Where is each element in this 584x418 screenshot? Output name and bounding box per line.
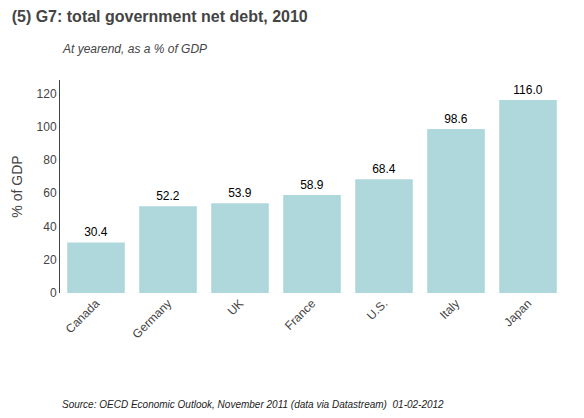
svg-text:52.2: 52.2 (156, 189, 180, 203)
svg-text:53.9: 53.9 (228, 186, 252, 200)
svg-text:40: 40 (43, 220, 57, 234)
svg-text:France: France (282, 296, 319, 333)
svg-text:100: 100 (37, 120, 57, 134)
svg-text:60: 60 (43, 186, 57, 200)
svg-text:Canada: Canada (63, 296, 103, 336)
svg-text:0: 0 (50, 286, 57, 300)
svg-text:Japan: Japan (501, 296, 534, 329)
svg-text:116.0: 116.0 (513, 83, 542, 97)
svg-text:Source: OECD Economic Outlook,: Source: OECD Economic Outlook, November … (62, 399, 444, 410)
svg-text:68.4: 68.4 (372, 162, 396, 176)
svg-text:120: 120 (37, 87, 57, 101)
svg-text:20: 20 (43, 253, 57, 267)
svg-text:98.6: 98.6 (444, 112, 468, 126)
svg-text:30.4: 30.4 (84, 225, 108, 239)
svg-text:UK: UK (225, 296, 247, 318)
svg-text:(5) G7: total government net d: (5) G7: total government net debt, 2010 (12, 8, 308, 25)
svg-text:Germany: Germany (130, 296, 175, 341)
svg-text:% of GDP: % of GDP (9, 155, 25, 217)
svg-text:U.S.: U.S. (364, 296, 390, 322)
svg-text:At yearend, as a % of GDP: At yearend, as a % of GDP (62, 42, 207, 56)
svg-text:58.9: 58.9 (300, 178, 324, 192)
svg-text:Italy: Italy (437, 296, 462, 321)
svg-text:80: 80 (43, 153, 57, 167)
